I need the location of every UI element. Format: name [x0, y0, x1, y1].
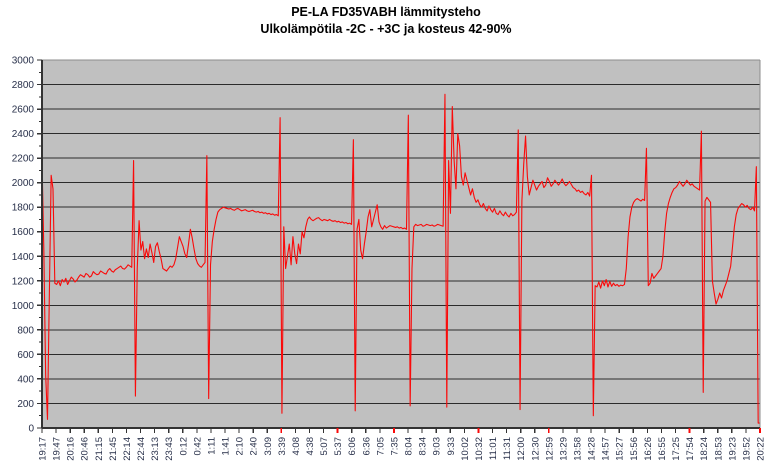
x-tick-label-9: 23:43: [164, 437, 175, 461]
x-tick-label-24: 7:05: [375, 437, 386, 456]
x-tick-label-42: 15:56: [629, 437, 640, 461]
x-tick-label-4: 21:15: [94, 437, 105, 461]
series-layer: [41, 93, 761, 424]
x-tick-label-5: 21:45: [108, 437, 119, 461]
y-tick-label-2800: 2800: [12, 80, 35, 91]
x-tick-label-17: 3:39: [277, 437, 288, 456]
x-tick-label-44: 16:55: [657, 437, 668, 461]
x-tick-label-20: 5:07: [319, 437, 330, 456]
x-tick-label-36: 12:59: [544, 437, 555, 461]
y-tick-label-0: 0: [28, 424, 34, 435]
y-tick-label-1200: 1200: [12, 276, 35, 287]
x-tick-label-6: 22:14: [122, 437, 133, 461]
x-tick-label-38: 13:58: [572, 437, 583, 461]
x-tick-label-1: 19:47: [52, 437, 63, 461]
x-tick-label-28: 9:03: [432, 437, 443, 456]
x-tick-label-16: 3:09: [263, 437, 274, 456]
y-tick-label-2200: 2200: [12, 154, 35, 165]
x-tick-label-41: 15:27: [615, 437, 626, 461]
x-tick-label-40: 14:57: [601, 437, 612, 461]
x-tick-label-0: 19:17: [38, 437, 49, 461]
y-tick-label-600: 600: [17, 350, 34, 361]
x-tick-label-47: 18:24: [699, 437, 710, 461]
gridlines-layer: [42, 59, 760, 404]
x-tick-label-19: 4:38: [305, 437, 316, 456]
x-tick-label-13: 1:41: [221, 437, 232, 456]
x-tick-label-30: 10:02: [460, 437, 471, 461]
x-tick-label-37: 13:29: [558, 437, 569, 461]
y-tick-label-1800: 1800: [12, 203, 35, 214]
chart-title-line-1: PE-LA FD35VABH lämmitysteho: [291, 5, 481, 19]
plot-background-layer: [42, 60, 760, 428]
x-tick-label-46: 17:54: [685, 437, 696, 461]
y-tick-label-2600: 2600: [12, 105, 35, 116]
x-axis-ticks: 19:17 19:47 20:16 20:46 21:15 21:45 22:14 22:44…: [38, 428, 767, 461]
x-tick-label-21: 5:37: [333, 437, 344, 456]
y-tick-label-1400: 1400: [12, 252, 35, 263]
x-tick-label-31: 10:32: [474, 437, 485, 461]
x-tick-label-51: 20:22: [756, 437, 767, 461]
y-tick-label-1000: 1000: [12, 301, 35, 312]
x-tick-label-35: 12:30: [530, 437, 541, 461]
x-tick-label-25: 7:35: [389, 437, 400, 456]
plot-area-background: [42, 60, 760, 428]
x-tick-label-8: 23:13: [150, 437, 161, 461]
series-line-0: [41, 93, 761, 424]
y-tick-label-1600: 1600: [12, 227, 35, 238]
x-tick-label-12: 1:11: [206, 437, 217, 455]
chart-title: PE-LA FD35VABH lämmitysteho Ulkolämpötil…: [0, 4, 772, 38]
x-tick-label-48: 18:53: [713, 437, 724, 461]
x-tick-label-27: 8:34: [418, 437, 429, 456]
x-tick-label-50: 19:52: [741, 437, 752, 461]
x-tick-label-26: 8:04: [404, 437, 415, 456]
y-axis-ticks: 0 200 400 600 800 1000 1200 1400 1600 1800 2000 220…: [12, 56, 42, 435]
y-tick-label-200: 200: [17, 399, 34, 410]
x-tick-label-45: 17:25: [671, 437, 682, 461]
x-tick-label-34: 12:00: [516, 437, 527, 461]
x-tick-label-33: 11:31: [502, 437, 513, 460]
y-tick-label-3000: 3000: [12, 56, 35, 67]
x-tick-label-39: 14:28: [587, 437, 598, 461]
x-tick-label-23: 6:36: [361, 437, 372, 456]
x-tick-label-2: 20:16: [66, 437, 77, 461]
x-tick-label-49: 19:23: [727, 437, 738, 461]
x-tick-label-43: 16:26: [643, 437, 654, 461]
x-tick-label-10: 0:12: [178, 437, 189, 456]
x-tick-label-14: 2:10: [235, 437, 246, 456]
x-tick-label-3: 20:46: [80, 437, 91, 461]
chart-title-line-2: Ulkolämpötila -2C - +3C ja kosteus 42-90…: [260, 22, 512, 36]
x-tick-label-18: 4:08: [291, 437, 302, 456]
x-tick-label-7: 22:44: [136, 437, 147, 461]
y-tick-label-2000: 2000: [12, 178, 35, 189]
x-tick-label-15: 2:40: [249, 437, 260, 456]
y-tick-label-400: 400: [17, 374, 34, 385]
x-tick-label-11: 0:42: [192, 437, 203, 456]
x-tick-label-29: 9:33: [446, 437, 457, 456]
x-tick-label-32: 11:01: [488, 437, 499, 460]
y-tick-label-800: 800: [17, 325, 34, 336]
x-tick-label-22: 6:06: [347, 437, 358, 456]
y-tick-label-2400: 2400: [12, 129, 35, 140]
